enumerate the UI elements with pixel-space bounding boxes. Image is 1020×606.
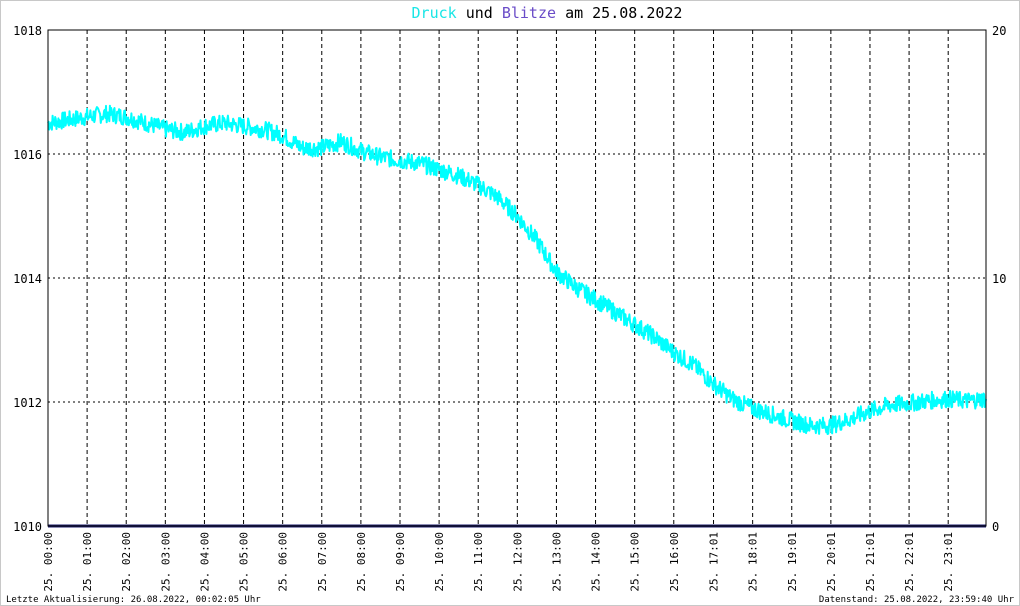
x-tick-label: 25. 21:01 [864, 532, 877, 592]
x-tick-label: 25. 14:00 [590, 532, 603, 592]
x-tick-label: 25. 16:00 [668, 532, 681, 592]
x-tick-label: 25. 20:01 [825, 532, 838, 592]
x-tick-label: 25. 02:00 [120, 532, 133, 592]
x-tick-label: 25. 12:00 [511, 532, 524, 592]
y-left-axis: 1010 1012 1014 1016 1018 [13, 24, 42, 534]
title-druck: Druck [412, 4, 457, 22]
x-tick-label: 25. 15:00 [629, 532, 642, 592]
footer-data-state: Datenstand: 25.08.2022, 23:59:40 Uhr [819, 595, 1015, 605]
x-tick-label: 25. 05:00 [238, 532, 251, 592]
x-tick-label: 25. 19:01 [786, 532, 799, 592]
y-right-tick-label: 0 [992, 520, 999, 534]
x-tick-label: 25. 11:00 [472, 532, 485, 592]
x-tick-label: 25. 22:01 [903, 532, 916, 592]
x-tick-label: 25. 00:00 [42, 532, 55, 592]
x-tick-label: 25. 06:00 [277, 532, 290, 592]
x-tick-label: 25. 10:00 [433, 532, 446, 592]
y-right-tick-label: 10 [992, 272, 1006, 286]
title-blitze: Blitze [502, 4, 556, 22]
y-left-tick-label: 1018 [13, 24, 42, 38]
x-tick-label: 25. 03:00 [159, 532, 172, 592]
x-tick-label: 25. 04:00 [198, 532, 211, 592]
x-tick-label: 25. 17:01 [708, 532, 721, 592]
grid [48, 30, 986, 526]
y-left-tick-label: 1010 [13, 520, 42, 534]
x-tick-label: 25. 01:00 [81, 532, 94, 592]
y-left-tick-label: 1012 [13, 396, 42, 410]
title-date: am 25.08.2022 [565, 4, 682, 22]
x-tick-label: 25. 18:01 [747, 532, 760, 592]
chart-title: Druck und Blitze am 25.08.2022 [412, 4, 683, 22]
x-tick-label: 25. 07:00 [316, 532, 329, 592]
footer-last-update: Letzte Aktualisierung: 26.08.2022, 00:02… [6, 595, 261, 605]
x-axis: 25. 00:00 25. 01:00 25. 02:00 25. 03:00 25. … [42, 532, 955, 592]
plot-frame [47, 29, 987, 527]
x-tick-label: 25. 23:01 [942, 532, 955, 592]
x-tick-label: 25. 09:00 [394, 532, 407, 592]
y-left-tick-label: 1016 [13, 148, 42, 162]
y-right-tick-label: 20 [992, 24, 1006, 38]
series-line-druck [47, 104, 987, 435]
y-right-axis: 0 10 20 [992, 24, 1006, 534]
x-tick-label: 25. 13:00 [550, 532, 563, 592]
title-und: und [466, 4, 493, 22]
y-left-tick-label: 1014 [13, 272, 42, 286]
x-tick-label: 25. 08:00 [355, 532, 368, 592]
